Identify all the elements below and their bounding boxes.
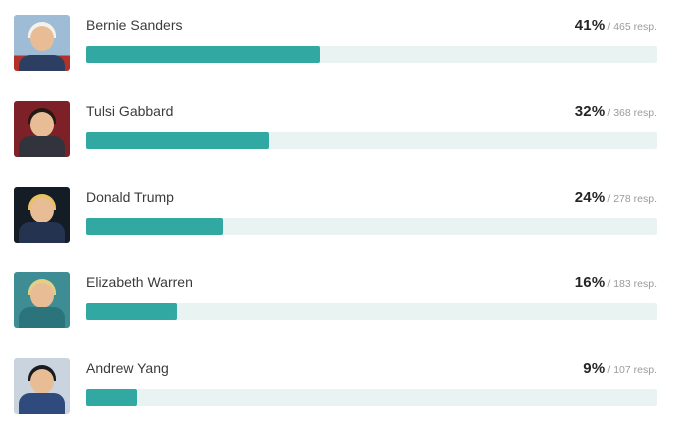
result-stats: 32%/ 368 resp.	[575, 103, 657, 121]
result-stats: 16%/ 183 resp.	[575, 274, 657, 292]
result-stats: 24%/ 278 resp.	[575, 189, 657, 207]
bar-fill	[86, 46, 321, 63]
candidate-photo	[14, 186, 70, 243]
bar-fill	[86, 131, 269, 149]
response-count: / 107 resp.	[607, 364, 657, 377]
result-stats: 41%/ 465 resp.	[575, 17, 657, 35]
bar-track	[86, 303, 657, 321]
candidate-name: Donald Trump	[86, 188, 174, 205]
poll-row[interactable]: Tulsi Gabbard 32%/ 368 resp.	[0, 86, 681, 172]
candidate-photo	[14, 15, 70, 71]
poll-row[interactable]: Donald Trump 24%/ 278 resp.	[0, 172, 681, 258]
bar-track	[86, 46, 657, 63]
poll-row[interactable]: Andrew Yang 9%/ 107 resp.	[0, 343, 681, 429]
percent-value: 16%	[574, 274, 606, 292]
result-stats: 9%/ 107 resp.	[583, 360, 657, 378]
candidate-name: Andrew Yang	[86, 360, 169, 377]
bar-fill	[86, 303, 178, 321]
percent-value: 32%	[574, 102, 606, 120]
percent-value: 9%	[583, 360, 606, 378]
response-count: / 368 resp.	[607, 106, 657, 119]
candidate-photo	[14, 272, 70, 329]
bar-fill	[86, 217, 224, 235]
percent-value: 41%	[574, 17, 606, 34]
candidate-name: Bernie Sanders	[86, 17, 183, 33]
response-count: / 183 resp.	[607, 278, 657, 291]
bar-track	[86, 131, 657, 149]
response-count: / 465 resp.	[607, 21, 657, 33]
response-count: / 278 resp.	[607, 192, 657, 205]
poll-row[interactable]: Elizabeth Warren 16%/ 183 resp.	[0, 257, 681, 343]
candidate-name: Tulsi Gabbard	[86, 102, 174, 119]
candidate-photo	[14, 358, 70, 415]
candidate-name: Elizabeth Warren	[86, 274, 193, 291]
bar-fill	[86, 389, 138, 407]
bar-track	[86, 217, 657, 235]
candidate-photo	[14, 100, 70, 157]
poll-row[interactable]: Bernie Sanders 41%/ 465 resp.	[0, 0, 681, 86]
percent-value: 24%	[574, 188, 606, 206]
bar-track	[86, 389, 657, 407]
